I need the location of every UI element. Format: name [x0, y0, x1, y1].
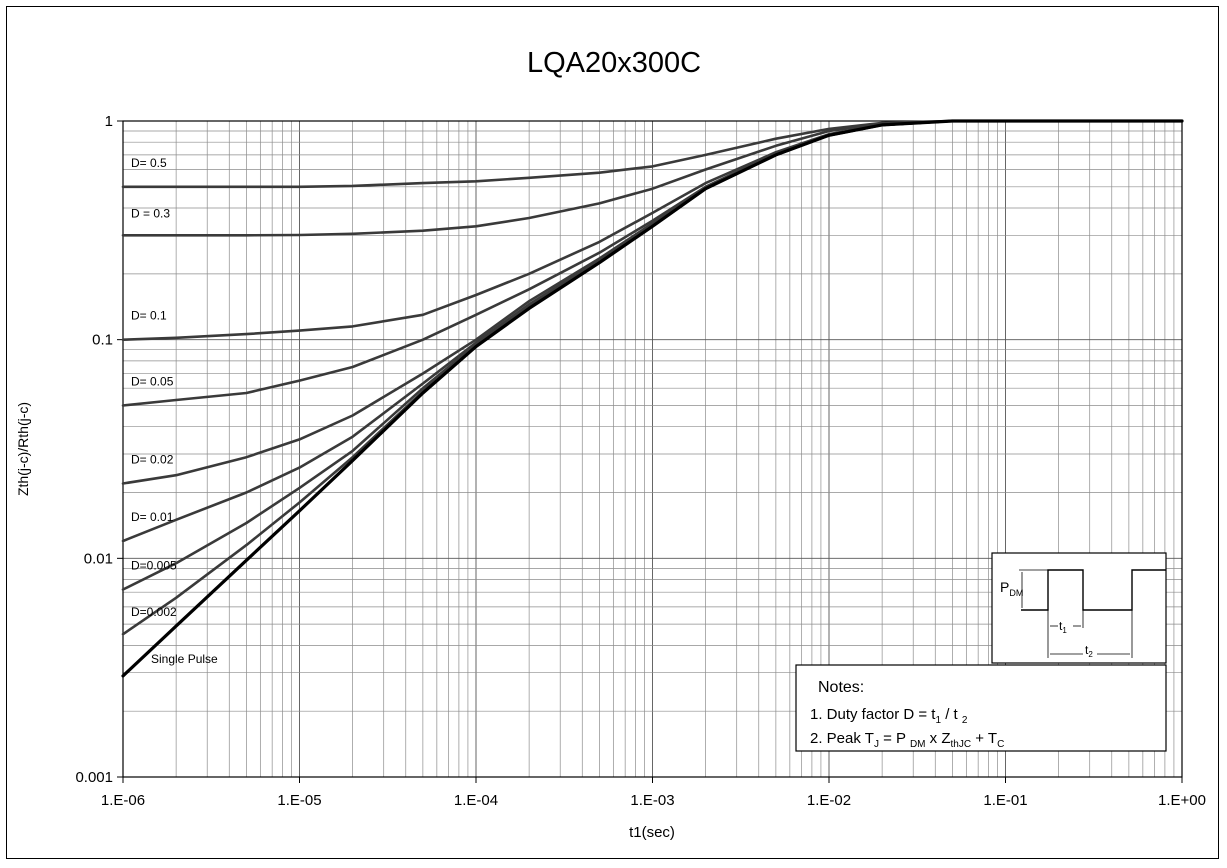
chart-frame	[6, 6, 1219, 859]
series-lines	[121, 119, 1184, 678]
notes-box: Notes: 1. Duty factor D = t1 / t 2 2. Pe…	[795, 664, 1167, 752]
x-tick-label: 1.E-06	[101, 792, 145, 809]
series-label: Single Pulse	[151, 652, 218, 666]
x-tick-labels: 1.E-06 1.E-05 1.E-04 1.E-03 1.E-02 1.E-01 1.E+…	[101, 792, 1206, 809]
pulse-diagram: PDM t1 t2	[991, 552, 1167, 664]
pulse-waveform	[1021, 569, 1166, 611]
x-axis-label: t1(sec)	[629, 824, 675, 841]
series-label: D= 0.01	[131, 510, 174, 524]
y-tick-label: 1	[105, 113, 113, 130]
notes-line-1: 1. Duty factor D = t1 / t 2	[810, 706, 968, 726]
svg-text:PDM: PDM	[1000, 579, 1023, 598]
x-tick-label: 1.E-02	[807, 792, 851, 809]
y-tick-labels: 0.001 0.01 0.1 1	[75, 113, 113, 786]
axis-ticks	[117, 120, 1183, 783]
x-tick-label: 1.E-05	[277, 792, 321, 809]
y-tick-label: 0.1	[92, 332, 113, 349]
notes-line-2: 2. Peak TJ = P DM x ZthJC + TC	[810, 730, 1004, 750]
y-tick-label: 0.001	[75, 769, 113, 786]
svg-text:t2: t2	[1085, 643, 1093, 659]
y-tick-label: 0.01	[84, 550, 113, 567]
series-label: D = 0.3	[131, 206, 170, 220]
x-tick-label: 1.E-03	[630, 792, 674, 809]
series-label: D= 0.1	[131, 309, 167, 323]
series-label: D= 0.5	[131, 156, 167, 170]
series-label: D= 0.02	[131, 452, 174, 466]
y-axis-label: Zth(j-c)/Rth(j-c)	[15, 402, 31, 496]
x-tick-label: 1.E-01	[983, 792, 1027, 809]
x-tick-label: 1.E-04	[454, 792, 498, 809]
notes-heading: Notes:	[818, 679, 864, 696]
chart-title: LQA20x300C	[527, 47, 701, 79]
svg-text:t1: t1	[1059, 619, 1067, 635]
series-labels: D= 0.5 D = 0.3 D= 0.1 D= 0.05 D= 0.02 D= 0.01…	[131, 156, 218, 666]
x-tick-label: 1.E+00	[1158, 792, 1206, 809]
series-label: D= 0.05	[131, 374, 174, 388]
series-label: D=0.005	[131, 559, 177, 573]
series-line	[121, 119, 1184, 678]
series-label: D=0.002	[131, 605, 177, 619]
